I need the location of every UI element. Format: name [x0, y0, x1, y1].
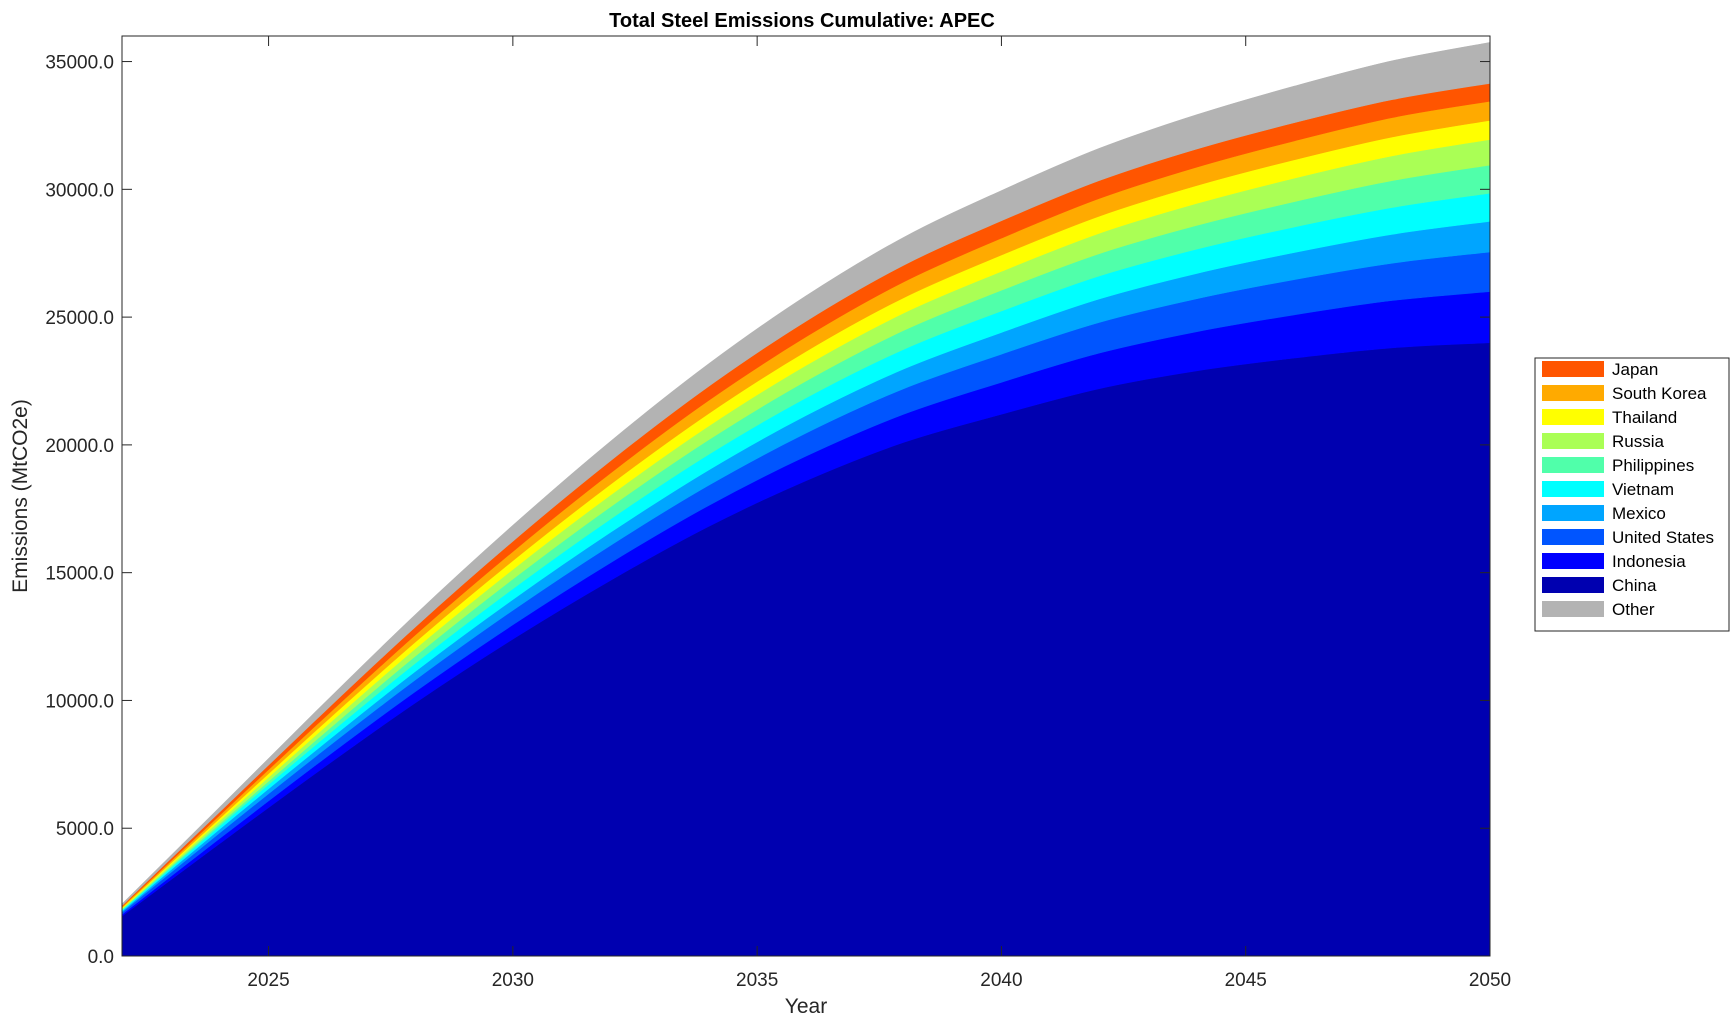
x-tick-label: 2030 [492, 970, 534, 991]
legend: Japan South Korea Thailand Russia Philippine… [1534, 357, 1730, 632]
y-tick-label: 5000.0 [56, 819, 114, 840]
tick-layer: 2025 2030 2035 2040 2045 2050 0.0 5000.0 10000.0… [45, 36, 1511, 991]
chart-title: Total Steel Emissions Cumulative: APEC [609, 10, 995, 32]
legend-label-russia: Russia [1612, 432, 1665, 451]
legend-swatch-philippines [1542, 457, 1604, 473]
y-tick-label: 35000.0 [45, 53, 114, 74]
y-tick-label: 25000.0 [45, 308, 114, 329]
legend-swatch-china [1542, 577, 1604, 593]
legend-swatch-japan [1542, 361, 1604, 377]
legend-swatch-united-states [1542, 529, 1604, 545]
legend-swatch-russia [1542, 433, 1604, 449]
legend-swatch-south-korea [1542, 385, 1604, 401]
x-axis-label: Year [785, 995, 827, 1018]
legend-swatch-mexico [1542, 505, 1604, 521]
legend-items: Japan South Korea Thailand Russia Philippine… [1542, 360, 1714, 619]
axes-box [121, 35, 1491, 957]
plot-area: 2025 2030 2035 2040 2045 2050 0.0 5000.0 10000.0… [45, 35, 1511, 991]
legend-swatch-vietnam [1542, 481, 1604, 497]
legend-label-south-korea: South Korea [1612, 384, 1707, 403]
legend-label-united-states: United States [1612, 528, 1714, 547]
legend-label-other: Other [1612, 600, 1655, 619]
legend-label-japan: Japan [1612, 360, 1658, 379]
y-tick-label: 30000.0 [45, 180, 114, 201]
x-tick-label: 2045 [1225, 970, 1267, 991]
legend-label-thailand: Thailand [1612, 408, 1677, 427]
y-tick-label: 10000.0 [45, 691, 114, 712]
y-tick-label: 0.0 [88, 947, 114, 968]
legend-swatch-thailand [1542, 409, 1604, 425]
y-tick-label: 20000.0 [45, 436, 114, 457]
legend-label-philippines: Philippines [1612, 456, 1694, 475]
legend-label-china: China [1612, 576, 1657, 595]
x-tick-label: 2035 [736, 970, 778, 991]
legend-swatch-indonesia [1542, 553, 1604, 569]
legend-label-indonesia: Indonesia [1612, 552, 1686, 571]
x-tick-label: 2050 [1469, 970, 1511, 991]
x-tick-label: 2040 [980, 970, 1022, 991]
legend-swatch-other [1542, 601, 1604, 617]
legend-label-mexico: Mexico [1612, 504, 1666, 523]
legend-label-vietnam: Vietnam [1612, 480, 1674, 499]
y-tick-label: 15000.0 [45, 564, 114, 585]
y-axis-label: Emissions (MtCO2e) [9, 399, 32, 593]
x-tick-label: 2025 [247, 970, 289, 991]
